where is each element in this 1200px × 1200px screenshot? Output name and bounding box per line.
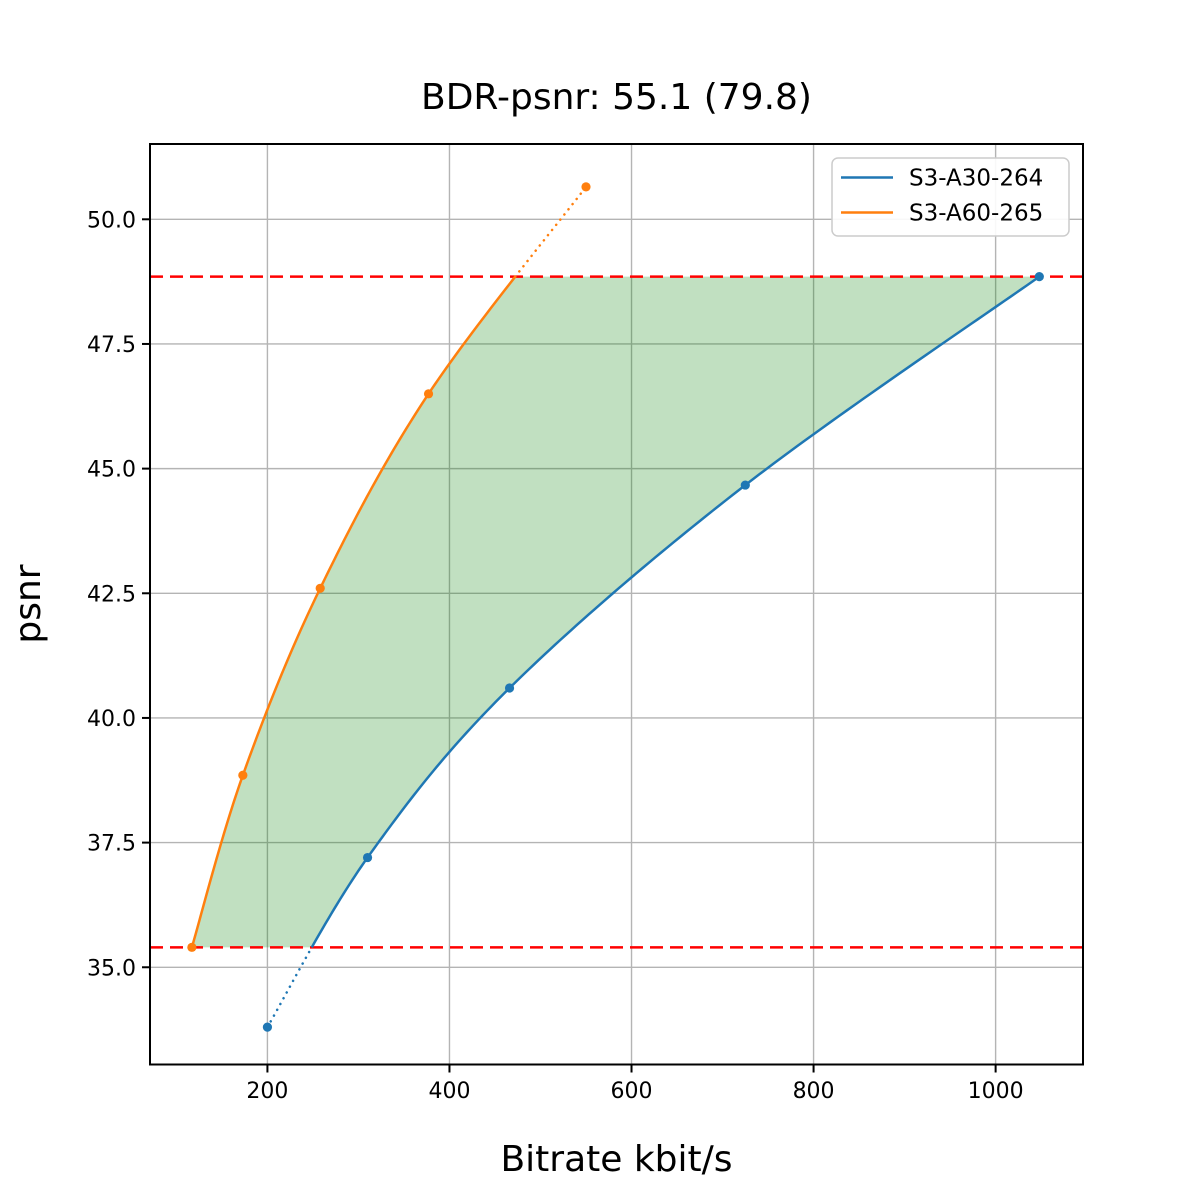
series-line-S3-A60-265 bbox=[190, 275, 517, 948]
y-tick-label: 37.5 bbox=[87, 832, 136, 857]
gridlines bbox=[150, 144, 1083, 1065]
x-tick-label: 400 bbox=[428, 1079, 470, 1104]
bd-overlap-region-fill bbox=[191, 276, 1040, 948]
data-point-marker-S3-A60-265 bbox=[581, 182, 591, 192]
data-point-marker-S3-A30-264 bbox=[362, 852, 373, 863]
y-tick-label: 47.5 bbox=[87, 333, 136, 358]
series-curves bbox=[187, 182, 1044, 1032]
data-point-marker-S3-A30-264 bbox=[262, 1022, 273, 1032]
plot-border bbox=[149, 143, 1084, 1066]
tick-labels: 200 400 600 800 1000 35.0 37.5 40.0 42.5 45.0 47.5… bbox=[87, 208, 1024, 1104]
legend-entry-label: S3-A30-264 bbox=[909, 166, 1043, 192]
data-point-marker-S3-A30-264 bbox=[504, 683, 515, 693]
data-point-marker-S3-A60-265 bbox=[423, 389, 434, 399]
y-tick-label: 50.0 bbox=[87, 208, 136, 233]
data-point-marker-S3-A60-265 bbox=[238, 770, 248, 780]
data-point-marker-S3-A60-265 bbox=[187, 942, 197, 952]
x-tick-label: 200 bbox=[246, 1079, 288, 1104]
legend-entry-label: S3-A60-265 bbox=[909, 201, 1043, 227]
x-tick-label: 600 bbox=[611, 1079, 653, 1104]
x-tick-label: 800 bbox=[793, 1079, 835, 1104]
series-dotted-S3-A60-265 bbox=[514, 185, 588, 278]
data-point-marker-S3-A60-265 bbox=[315, 583, 325, 593]
axes bbox=[142, 143, 1084, 1073]
psnr-bound-lines bbox=[150, 275, 1083, 949]
x-axis-label: Bitrate kbit/s bbox=[500, 1139, 732, 1180]
data-point-marker-S3-A30-264 bbox=[740, 480, 750, 490]
legend: S3-A30-264 S3-A60-265 bbox=[831, 157, 1070, 237]
y-tick-label: 42.5 bbox=[87, 582, 136, 607]
y-tick-label: 40.0 bbox=[87, 707, 136, 732]
chart-title: BDR-psnr: 55.1 (79.8) bbox=[421, 77, 812, 118]
bd-overlap-region bbox=[191, 276, 1040, 948]
y-tick-label: 35.0 bbox=[87, 956, 136, 981]
series-line-S3-A30-264 bbox=[310, 275, 1041, 948]
y-tick-label: 45.0 bbox=[87, 458, 136, 483]
y-axis-label: psnr bbox=[8, 564, 49, 643]
data-point-marker-S3-A30-264 bbox=[1034, 272, 1044, 282]
x-tick-label: 1000 bbox=[968, 1079, 1024, 1104]
series-dotted-S3-A30-264 bbox=[266, 946, 314, 1029]
